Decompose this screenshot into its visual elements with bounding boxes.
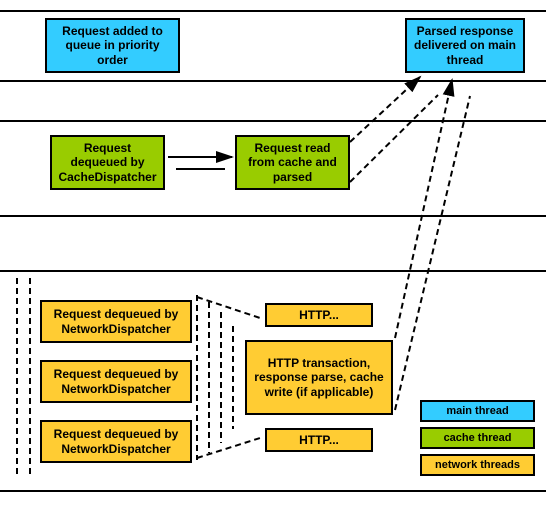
node-network-dispatcher-3: Request dequeued by NetworkDispatcher — [40, 420, 192, 463]
node-http-3: HTTP... — [265, 428, 373, 452]
node-network-dispatcher-1: Request dequeued by NetworkDispatcher — [40, 300, 192, 343]
node-dequeue-cache: Request dequeued by CacheDispatcher — [50, 135, 165, 190]
legend-cache-thread: cache thread — [420, 427, 535, 449]
node-network-dispatcher-2: Request dequeued by NetworkDispatcher — [40, 360, 192, 403]
node-read-cache: Request read from cache and parsed — [235, 135, 350, 190]
section-line — [0, 10, 546, 12]
node-http-1: HTTP... — [265, 303, 373, 327]
section-line — [0, 215, 546, 217]
section-line — [0, 270, 546, 272]
legend-main-thread: main thread — [420, 400, 535, 422]
node-http-main: HTTP transaction, response parse, cache … — [245, 340, 393, 415]
node-parsed-response: Parsed response delivered on main thread — [405, 18, 525, 73]
section-line — [0, 80, 546, 82]
node-request-queue: Request added to queue in priority order — [45, 18, 180, 73]
section-line — [0, 120, 546, 122]
legend-network-threads: network threads — [420, 454, 535, 476]
section-line — [0, 490, 546, 492]
